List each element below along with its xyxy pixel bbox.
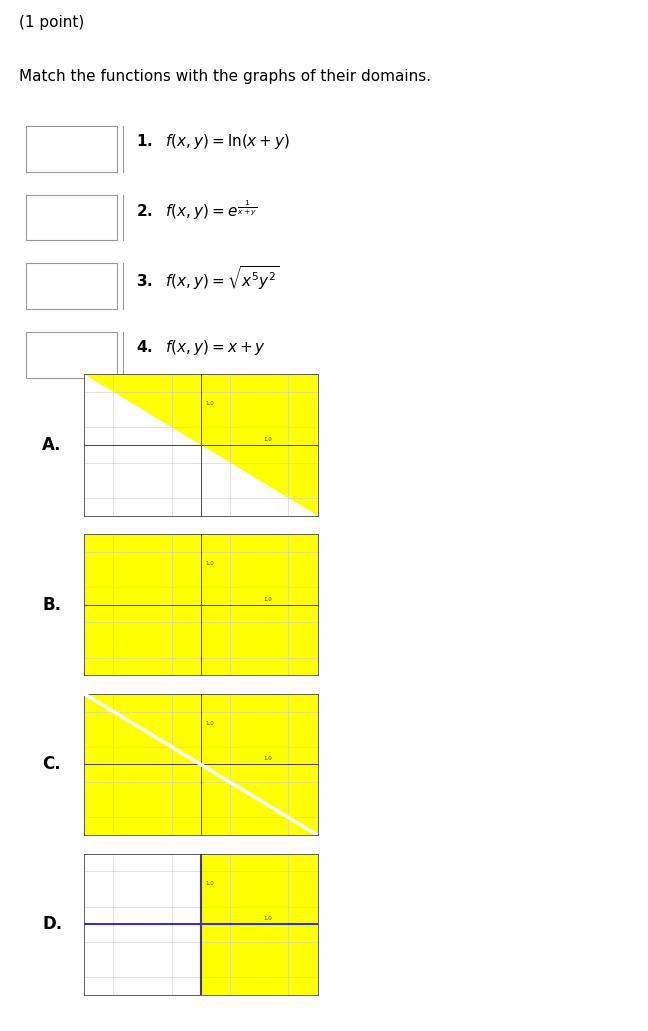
Text: $\mathbf{4.}\ \ f(x,y)=x+y$: $\mathbf{4.}\ \ f(x,y)=x+y$ — [136, 337, 266, 357]
Text: 1.0: 1.0 — [205, 561, 214, 566]
Text: 1.0: 1.0 — [263, 757, 272, 761]
Bar — [26, 332, 117, 377]
Text: D.: D. — [42, 916, 62, 933]
Text: 1.0: 1.0 — [263, 437, 272, 441]
Text: 1.0: 1.0 — [205, 880, 214, 886]
Text: $\mathbf{3.}\ \ f(x,y)=\sqrt{x^5y^2}$: $\mathbf{3.}\ \ f(x,y)=\sqrt{x^5y^2}$ — [136, 265, 279, 293]
Text: (1 point): (1 point) — [19, 15, 85, 30]
Text: 1.0: 1.0 — [263, 917, 272, 921]
Bar — [26, 263, 117, 309]
Text: A.: A. — [42, 436, 62, 454]
Bar — [26, 126, 117, 171]
Polygon shape — [201, 854, 318, 995]
Text: B.: B. — [42, 596, 62, 613]
Text: $\mathbf{1.}\ \ f(x,y)=\ln(x+y)$: $\mathbf{1.}\ \ f(x,y)=\ln(x+y)$ — [136, 132, 290, 151]
Text: Match the functions with the graphs of their domains.: Match the functions with the graphs of t… — [19, 69, 432, 84]
Bar — [26, 195, 117, 240]
Polygon shape — [84, 374, 318, 516]
Text: $\mathbf{2.}\ \ f(x,y)=e^{\frac{1}{x+y}}$: $\mathbf{2.}\ \ f(x,y)=e^{\frac{1}{x+y}}… — [136, 198, 257, 222]
Text: 1.0: 1.0 — [205, 401, 214, 406]
Text: C.: C. — [42, 756, 61, 773]
Text: 1.0: 1.0 — [263, 597, 272, 601]
Text: 1.0: 1.0 — [205, 721, 214, 726]
